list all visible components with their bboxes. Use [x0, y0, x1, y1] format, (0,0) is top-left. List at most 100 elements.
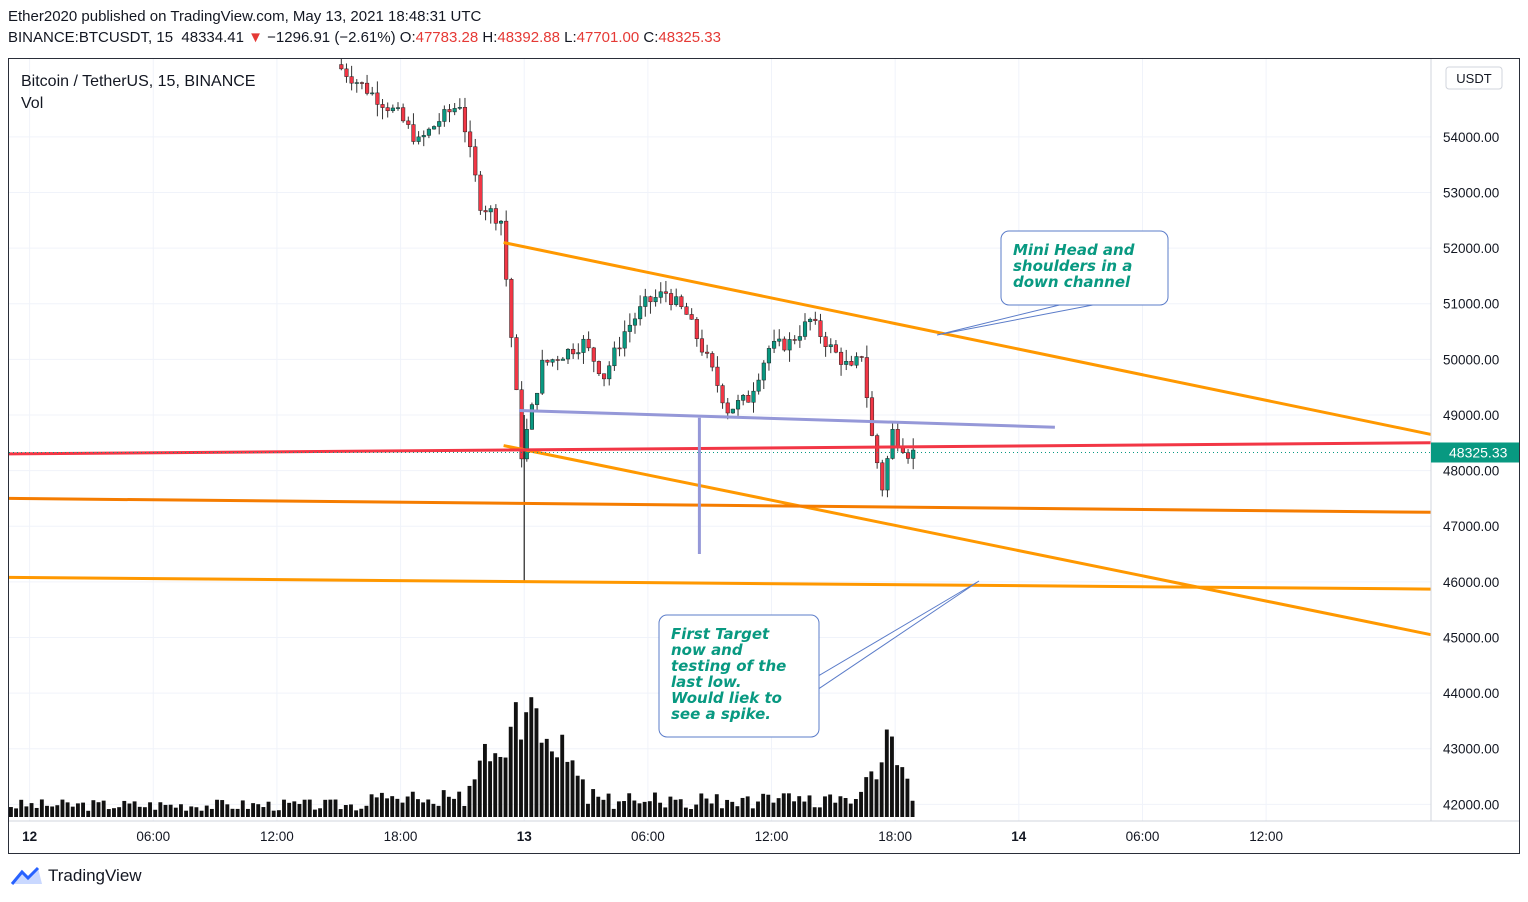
volume-bar — [900, 767, 905, 817]
volume-bar — [318, 808, 322, 817]
volume-bar — [653, 792, 657, 817]
candle-body — [818, 320, 823, 337]
candle-body — [602, 373, 607, 380]
candle-body — [370, 92, 375, 95]
low-value: 47701.00 — [576, 29, 640, 46]
candle-body — [411, 124, 416, 142]
volume-bar — [874, 779, 879, 817]
chart-frame[interactable]: Mini Head and shoulders in a down channel F… — [8, 58, 1520, 854]
volume-bar — [740, 797, 745, 817]
volume-bar — [246, 808, 250, 817]
candle-body — [777, 338, 782, 342]
x-tick-label: 12:00 — [260, 829, 294, 844]
x-tick-label: 06:00 — [1126, 829, 1160, 844]
y-tick-label: 48000.00 — [1443, 464, 1499, 479]
volume-bar — [833, 802, 838, 817]
volume-bar — [410, 791, 415, 817]
chart-legend: Bitcoin / TetherUS, 15, BINANCE Vol — [21, 71, 255, 115]
candle-body — [504, 220, 509, 280]
candle-body — [442, 109, 447, 122]
volume-bar — [292, 801, 297, 817]
currency-badge — [1445, 66, 1503, 90]
open-value: 47783.28 — [415, 29, 479, 46]
volume-bar — [431, 803, 436, 817]
y-tick-label: 46000.00 — [1443, 575, 1499, 590]
callout-box — [1000, 230, 1169, 306]
callout-line: shoulders in a — [1013, 257, 1132, 275]
volume-bar — [148, 802, 152, 817]
volume-bar — [879, 762, 884, 817]
volume-bar — [24, 806, 29, 817]
volume-bar — [158, 802, 163, 817]
volume-bar — [766, 794, 771, 817]
volume-bar — [426, 799, 431, 817]
volume-bar — [65, 802, 70, 817]
volume-bar — [153, 809, 158, 817]
candle-body — [375, 92, 380, 105]
candle-body — [648, 296, 653, 303]
candle-body — [699, 338, 705, 353]
volume-bar — [689, 809, 693, 817]
volume-bar — [483, 743, 487, 817]
candle-body — [895, 429, 900, 447]
last-price: 48334.41 — [181, 29, 244, 46]
candle-body — [498, 220, 504, 224]
candle-body — [802, 321, 808, 337]
candle-body — [416, 136, 421, 142]
volume-bar — [663, 807, 668, 817]
candle-body — [401, 107, 406, 122]
candle-body — [674, 296, 679, 305]
candle-body — [684, 306, 689, 315]
candle-body — [643, 296, 648, 307]
volume-bar — [838, 796, 843, 817]
volume-bar — [786, 793, 791, 817]
high-label: H: — [482, 29, 498, 46]
volume-bar — [493, 753, 498, 817]
volume-bar — [421, 802, 426, 817]
candle-body — [488, 208, 493, 213]
volume-bar — [828, 794, 833, 817]
volume-bar — [369, 794, 374, 817]
trend-drawings — [9, 241, 1432, 637]
last-price-badge — [1431, 442, 1519, 463]
volume-bar — [586, 803, 590, 817]
volume-bar — [163, 804, 168, 817]
volume-bar — [204, 805, 209, 817]
volume-bar — [658, 802, 663, 817]
volume-bar — [709, 803, 714, 817]
volume-bar — [230, 808, 235, 817]
volume-bar — [699, 793, 704, 817]
candle-body — [694, 319, 699, 339]
y-tick-label: 44000.00 — [1443, 686, 1499, 701]
candle-body — [596, 361, 601, 374]
volume-bar — [823, 796, 827, 817]
volume-bar — [539, 742, 544, 817]
axes: 42000.00 43000.00 44000.00 45000.00 46000.00… — [9, 59, 1519, 844]
x-tick-label: 12:00 — [1249, 829, 1283, 844]
candle-body — [524, 429, 529, 460]
x-tick-label: 06:00 — [136, 829, 170, 844]
volume-bar — [349, 804, 353, 817]
candle-body — [797, 336, 802, 341]
candle-body — [735, 400, 741, 410]
currency-badge-label: USDT — [1456, 71, 1491, 86]
volume-bar — [173, 807, 178, 817]
y-tick-label: 50000.00 — [1443, 352, 1499, 367]
callout-line: last low. — [671, 673, 742, 691]
candle-body — [705, 351, 710, 354]
volume-bar — [812, 807, 817, 817]
volume-bar — [601, 799, 606, 817]
callout-line: testing of the — [671, 657, 786, 675]
candle-body — [576, 352, 581, 355]
candle-body — [828, 344, 833, 347]
volume-bar — [106, 809, 111, 817]
volume-bar — [96, 802, 101, 817]
volume-bar — [750, 808, 755, 817]
volume-bar — [338, 809, 343, 817]
volume-bar — [534, 708, 539, 817]
volume-bar — [797, 796, 802, 817]
volume-bar — [333, 799, 338, 817]
volume-bar — [668, 796, 673, 817]
volume-bar — [34, 807, 39, 817]
